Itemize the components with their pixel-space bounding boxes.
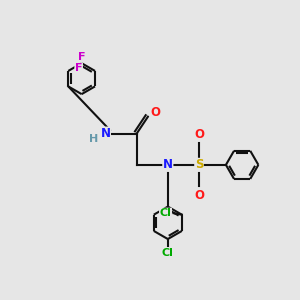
Text: F: F — [75, 63, 82, 73]
Text: N: N — [163, 158, 173, 171]
Text: O: O — [150, 106, 160, 119]
Text: O: O — [194, 128, 204, 141]
Text: H: H — [89, 134, 98, 144]
Text: S: S — [195, 158, 203, 171]
Text: Cl: Cl — [160, 208, 172, 218]
Text: F: F — [78, 52, 85, 62]
Text: O: O — [194, 189, 204, 202]
Text: Cl: Cl — [162, 248, 174, 258]
Text: N: N — [100, 127, 110, 140]
